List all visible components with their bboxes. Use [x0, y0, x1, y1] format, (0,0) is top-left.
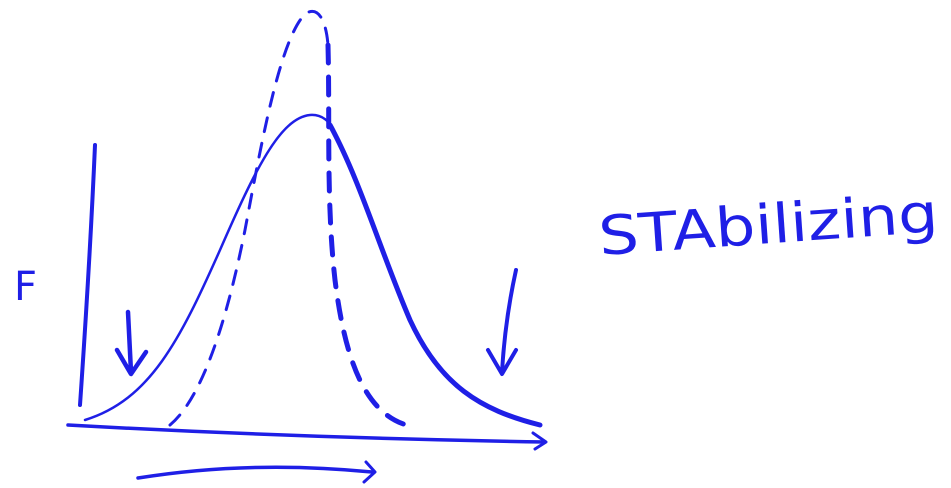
y-axis-label: F [14, 264, 37, 310]
selected-distribution-right [328, 45, 410, 426]
y-axis [80, 145, 95, 405]
page: F STAbilizing (() => { const data = JSON… [0, 0, 951, 488]
original-distribution-left [85, 115, 334, 420]
selection-arrow-left [128, 312, 131, 372]
direction-arrow [138, 467, 372, 478]
annotation: STAbilizing [597, 181, 941, 268]
x-axis [68, 425, 545, 442]
selected-distribution-left [170, 11, 328, 425]
sketch: F STAbilizing [0, 0, 951, 488]
